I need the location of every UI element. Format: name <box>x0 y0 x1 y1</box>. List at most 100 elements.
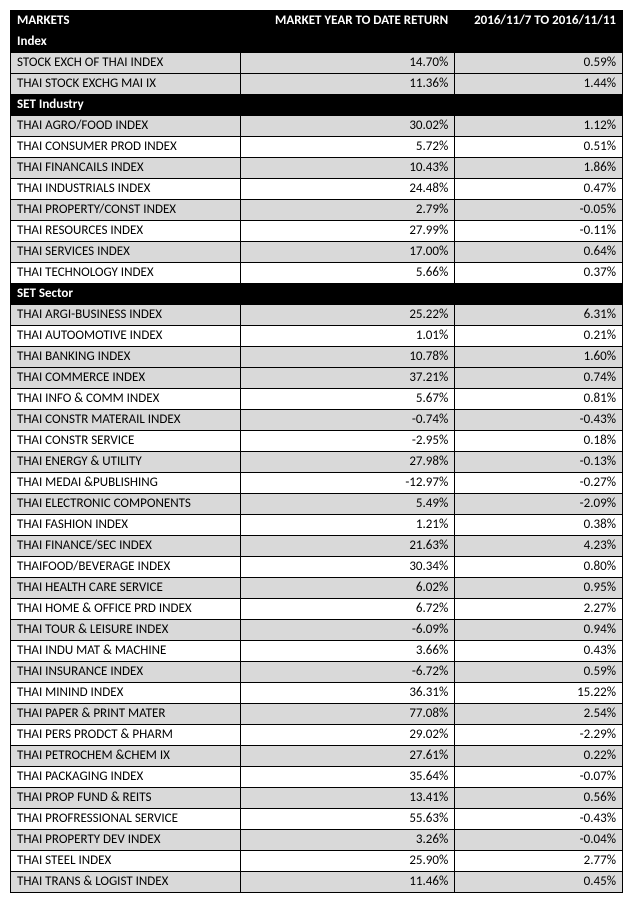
col-header-markets: MARKETS <box>11 11 241 32</box>
row-name: THAI MEDAI &PUBLISHING <box>11 473 241 494</box>
row-ytd: 27.61% <box>240 746 455 767</box>
row-period: 0.81% <box>455 389 623 410</box>
table-row: THAI PROFRESSIONAL SERVICE55.63%-0.43% <box>11 809 623 830</box>
table-row: THAI SERVICES INDEX17.00%0.64% <box>11 242 623 263</box>
row-ytd: -12.97% <box>240 473 455 494</box>
row-ytd: 10.78% <box>240 347 455 368</box>
row-period: 0.95% <box>455 578 623 599</box>
row-period: -0.11% <box>455 221 623 242</box>
table-row: THAI PAPER & PRINT MATER77.08%2.54% <box>11 704 623 725</box>
table-row: THAI FINANCAILS INDEX10.43%1.86% <box>11 158 623 179</box>
row-ytd: 1.21% <box>240 515 455 536</box>
table-row: THAI INDU MAT & MACHINE3.66%0.43% <box>11 641 623 662</box>
row-name: THAI PETROCHEM &CHEM IX <box>11 746 241 767</box>
table-row: THAI TECHNOLOGY INDEX5.66%0.37% <box>11 263 623 284</box>
row-period: 4.23% <box>455 536 623 557</box>
row-period: 0.59% <box>455 662 623 683</box>
row-period: 0.21% <box>455 326 623 347</box>
row-ytd: 2.79% <box>240 200 455 221</box>
table-row: THAI STEEL INDEX25.90%2.77% <box>11 851 623 872</box>
row-ytd: 27.98% <box>240 452 455 473</box>
table-row: STOCK EXCH OF THAI INDEX14.70%0.59% <box>11 53 623 74</box>
row-period: 0.45% <box>455 872 623 893</box>
row-period: 0.43% <box>455 641 623 662</box>
row-period: 1.44% <box>455 74 623 95</box>
row-ytd: 10.43% <box>240 158 455 179</box>
table-row: THAI MININD INDEX36.31%15.22% <box>11 683 623 704</box>
row-period: 2.77% <box>455 851 623 872</box>
row-ytd: 17.00% <box>240 242 455 263</box>
table-row: THAI INDUSTRIALS INDEX24.48%0.47% <box>11 179 623 200</box>
row-period: 0.37% <box>455 263 623 284</box>
row-name: THAI ENERGY & UTILITY <box>11 452 241 473</box>
row-name: THAI CONSTR MATERAIL INDEX <box>11 410 241 431</box>
row-ytd: 6.72% <box>240 599 455 620</box>
row-period: 1.86% <box>455 158 623 179</box>
row-name: THAI CONSUMER PROD INDEX <box>11 137 241 158</box>
row-period: 2.54% <box>455 704 623 725</box>
table-row: THAI PETROCHEM &CHEM IX27.61%0.22% <box>11 746 623 767</box>
row-name: THAIFOOD/BEVERAGE INDEX <box>11 557 241 578</box>
col-header-ytd: MARKET YEAR TO DATE RETURN <box>240 11 455 32</box>
row-name: THAI MININD INDEX <box>11 683 241 704</box>
table-row: THAI INSURANCE INDEX-6.72%0.59% <box>11 662 623 683</box>
row-name: THAI PROPERTY/CONST INDEX <box>11 200 241 221</box>
row-period: -0.43% <box>455 410 623 431</box>
row-name: THAI INDU MAT & MACHINE <box>11 641 241 662</box>
row-name: THAI PROFRESSIONAL SERVICE <box>11 809 241 830</box>
row-name: THAI HOME & OFFICE PRD INDEX <box>11 599 241 620</box>
table-row: THAI TRANS & LOGIST INDEX11.46%0.45% <box>11 872 623 893</box>
table-row: THAI COMMERCE INDEX37.21%0.74% <box>11 368 623 389</box>
row-ytd: 5.66% <box>240 263 455 284</box>
table-row: THAI RESOURCES INDEX27.99%-0.11% <box>11 221 623 242</box>
row-ytd: 35.64% <box>240 767 455 788</box>
row-period: 0.80% <box>455 557 623 578</box>
row-period: 0.18% <box>455 431 623 452</box>
section-header: SET Industry <box>11 95 623 116</box>
row-ytd: 25.22% <box>240 305 455 326</box>
row-period: 0.22% <box>455 746 623 767</box>
row-ytd: 13.41% <box>240 788 455 809</box>
row-name: THAI INFO & COMM INDEX <box>11 389 241 410</box>
row-ytd: 1.01% <box>240 326 455 347</box>
row-ytd: 5.72% <box>240 137 455 158</box>
table-row: THAI PROPERTY DEV INDEX3.26%-0.04% <box>11 830 623 851</box>
row-period: -0.07% <box>455 767 623 788</box>
row-name: THAI TRANS & LOGIST INDEX <box>11 872 241 893</box>
row-ytd: 29.02% <box>240 725 455 746</box>
row-period: 1.12% <box>455 116 623 137</box>
row-ytd: 11.46% <box>240 872 455 893</box>
row-period: 0.47% <box>455 179 623 200</box>
row-name: THAI SERVICES INDEX <box>11 242 241 263</box>
row-ytd: 36.31% <box>240 683 455 704</box>
col-header-period: 2016/11/7 TO 2016/11/11 <box>455 11 623 32</box>
row-period: 0.94% <box>455 620 623 641</box>
row-period: -0.05% <box>455 200 623 221</box>
row-ytd: 55.63% <box>240 809 455 830</box>
row-period: 0.59% <box>455 53 623 74</box>
table-row: THAI PROPERTY/CONST INDEX2.79%-0.05% <box>11 200 623 221</box>
row-ytd: 24.48% <box>240 179 455 200</box>
row-name: THAI PROPERTY DEV INDEX <box>11 830 241 851</box>
row-period: 1.60% <box>455 347 623 368</box>
table-row: THAI CONSTR SERVICE-2.95%0.18% <box>11 431 623 452</box>
row-ytd: 11.36% <box>240 74 455 95</box>
row-period: 2.27% <box>455 599 623 620</box>
row-name: THAI TOUR & LEISURE INDEX <box>11 620 241 641</box>
row-period: -0.43% <box>455 809 623 830</box>
row-name: THAI HEALTH CARE SERVICE <box>11 578 241 599</box>
row-name: THAI INSURANCE INDEX <box>11 662 241 683</box>
row-ytd: 3.66% <box>240 641 455 662</box>
row-ytd: -6.72% <box>240 662 455 683</box>
table-row: THAI FINANCE/SEC INDEX21.63%4.23% <box>11 536 623 557</box>
row-name: THAI STOCK EXCHG MAI IX <box>11 74 241 95</box>
row-name: THAI PERS PRODCT & PHARM <box>11 725 241 746</box>
row-name: THAI RESOURCES INDEX <box>11 221 241 242</box>
row-period: 0.74% <box>455 368 623 389</box>
row-name: THAI TECHNOLOGY INDEX <box>11 263 241 284</box>
row-ytd: 77.08% <box>240 704 455 725</box>
markets-table: MARKETSMARKET YEAR TO DATE RETURN2016/11… <box>10 10 623 893</box>
row-period: 6.31% <box>455 305 623 326</box>
table-row: THAI AGRO/FOOD INDEX30.02%1.12% <box>11 116 623 137</box>
row-name: THAI FASHION INDEX <box>11 515 241 536</box>
